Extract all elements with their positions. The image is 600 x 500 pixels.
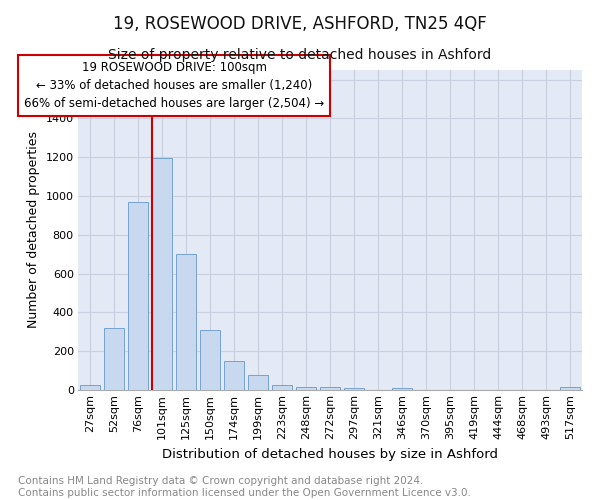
Bar: [392, 388, 412, 390]
Bar: [80, 385, 100, 390]
Bar: [248, 376, 268, 390]
Bar: [200, 330, 220, 390]
Bar: [104, 328, 124, 390]
X-axis label: Distribution of detached houses by size in Ashford: Distribution of detached houses by size …: [162, 448, 498, 460]
Y-axis label: Number of detached properties: Number of detached properties: [27, 132, 40, 328]
Bar: [152, 158, 172, 390]
Bar: [320, 387, 340, 390]
Bar: [560, 386, 580, 390]
Text: 19, ROSEWOOD DRIVE, ASHFORD, TN25 4QF: 19, ROSEWOOD DRIVE, ASHFORD, TN25 4QF: [113, 15, 487, 33]
Bar: [272, 384, 292, 390]
Text: Contains HM Land Registry data © Crown copyright and database right 2024.
Contai: Contains HM Land Registry data © Crown c…: [18, 476, 471, 498]
Bar: [176, 254, 196, 390]
Text: 19 ROSEWOOD DRIVE: 100sqm
← 33% of detached houses are smaller (1,240)
66% of se: 19 ROSEWOOD DRIVE: 100sqm ← 33% of detac…: [24, 61, 324, 110]
Bar: [344, 388, 364, 390]
Bar: [128, 202, 148, 390]
Bar: [296, 386, 316, 390]
Text: Size of property relative to detached houses in Ashford: Size of property relative to detached ho…: [109, 48, 491, 62]
Bar: [224, 361, 244, 390]
